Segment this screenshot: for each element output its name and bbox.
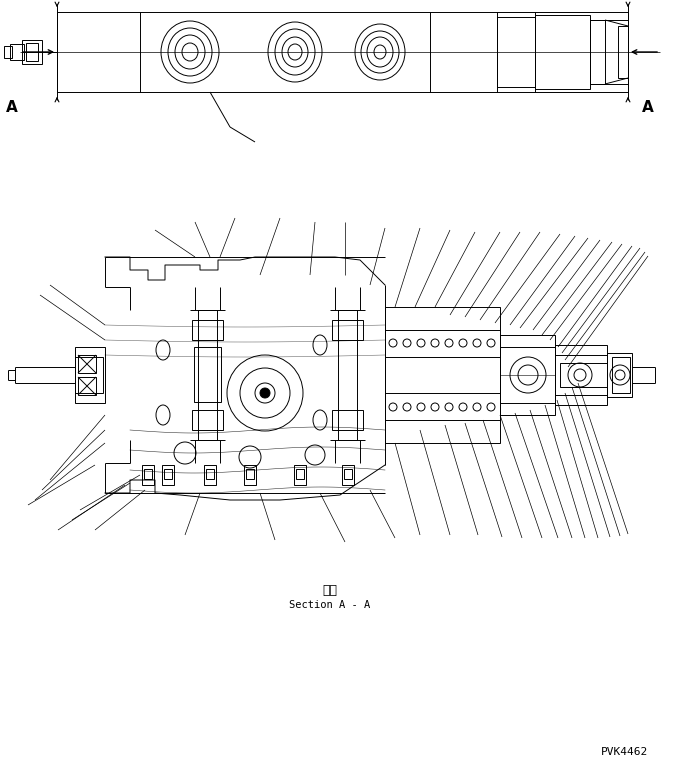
Bar [192,410,223,430]
Bar [500,347,555,403]
Text: A: A [6,101,18,115]
Text: Section A - A: Section A - A [290,600,371,610]
Bar [78,377,96,395]
Bar [590,20,605,84]
Bar [246,469,254,479]
Bar [57,20,115,84]
Bar [612,357,630,393]
Bar [497,17,535,87]
Bar [535,15,590,89]
Bar [194,347,221,402]
Bar [206,469,214,479]
Bar [618,26,628,78]
Bar [192,320,223,340]
Bar [244,465,256,485]
Bar [342,465,354,485]
Text: PVK4462: PVK4462 [600,747,648,757]
Bar [26,43,38,61]
Bar [344,469,352,479]
Bar [164,469,172,479]
Bar [555,355,607,395]
Bar [590,20,628,84]
Bar [385,307,500,443]
Bar [332,410,363,430]
Bar [4,46,12,58]
Bar [338,310,357,440]
Bar [162,465,174,485]
Bar [144,469,152,479]
Bar [607,353,632,397]
Bar [142,465,154,485]
Text: 断面: 断面 [322,584,337,597]
Bar [75,347,105,403]
Bar [294,465,306,485]
Circle shape [260,388,270,398]
Bar [560,363,607,387]
Bar [204,465,216,485]
Bar [555,345,607,405]
Bar [75,357,103,393]
Bar [500,335,555,415]
Bar [198,310,217,440]
Bar [332,320,363,340]
Text: A: A [642,101,654,115]
Bar [78,355,96,373]
Bar [22,40,42,64]
Bar [10,44,24,60]
Bar [296,469,304,479]
